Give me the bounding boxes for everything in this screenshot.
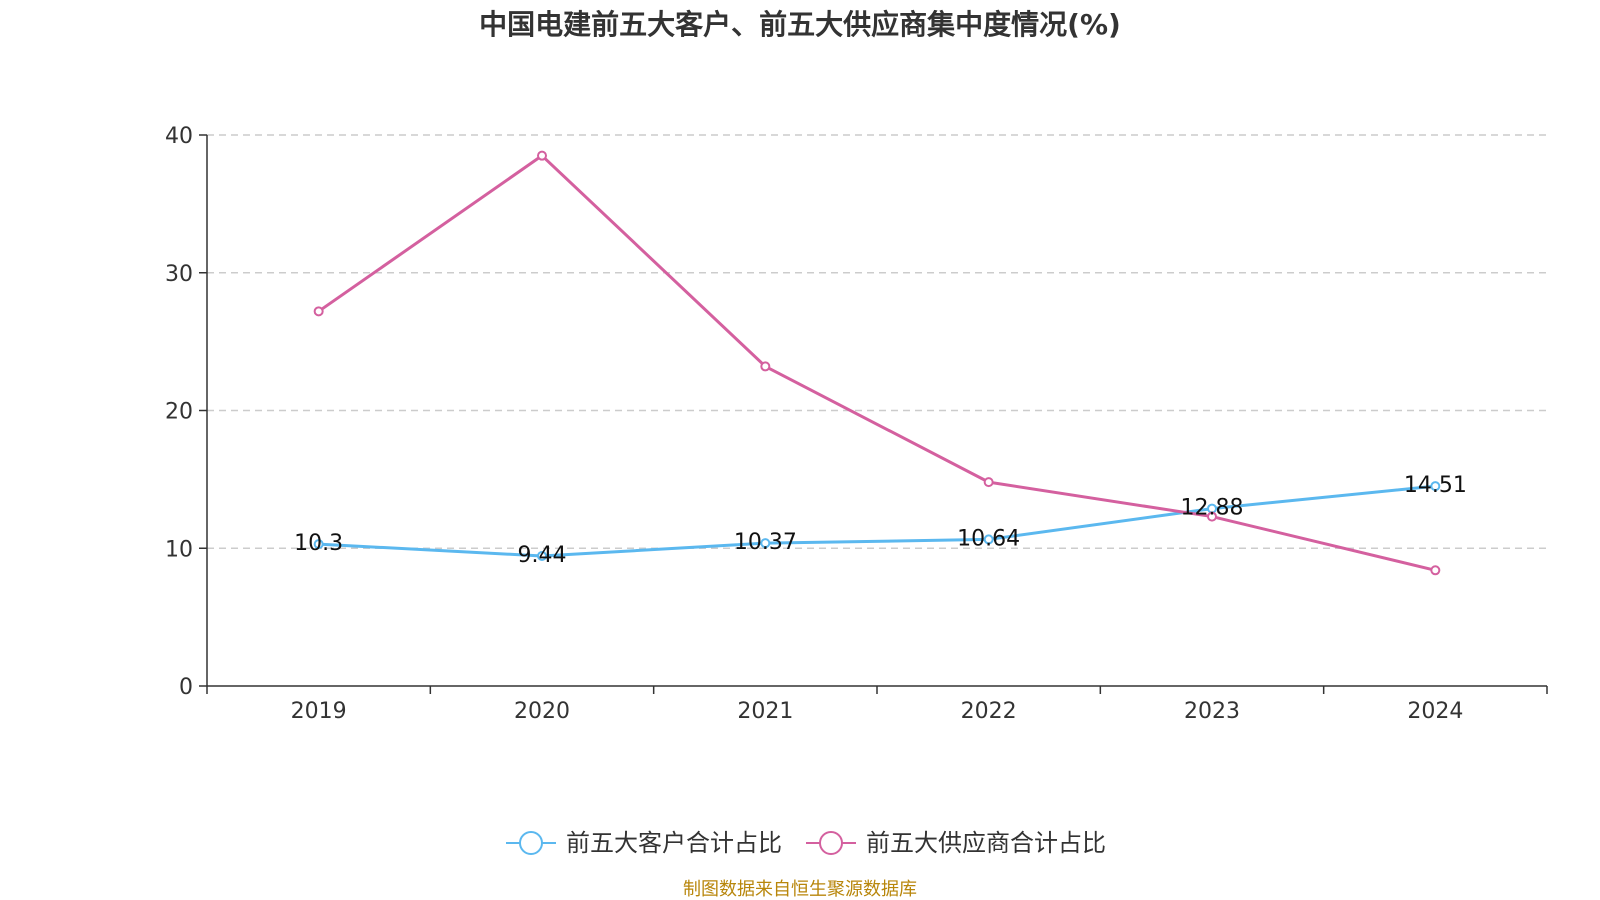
data-label: 10.3	[294, 531, 343, 556]
series-line-1	[317, 154, 1436, 572]
legend-label-suppliers: 前五大供应商合计占比	[866, 829, 1106, 857]
data-point[interactable]	[760, 361, 771, 372]
data-point[interactable]	[313, 306, 324, 317]
data-point[interactable]	[537, 150, 547, 161]
data-label: 10.37	[734, 530, 797, 555]
data-point[interactable]	[537, 550, 547, 561]
data-label: 14.51	[1404, 473, 1467, 498]
x-axis-ticks: 2019 2020 2021 2022 2023 2024	[206, 686, 1548, 724]
y-tick-label: 10	[165, 537, 193, 562]
data-point[interactable]	[760, 538, 771, 549]
x-tick-label: 2020	[514, 699, 570, 724]
series-line-0	[318, 484, 1436, 558]
y-tick-label: 20	[165, 400, 193, 425]
legend-marker-suppliers	[819, 831, 843, 855]
legend[interactable]: 前五大客户合计占比 前五大供应商合计占比	[506, 829, 1106, 857]
y-axis-ticks: 0 10 20 30 40	[165, 124, 207, 700]
axes	[206, 135, 1547, 687]
x-tick-label: 2022	[961, 699, 1017, 724]
legend-item-suppliers[interactable]: 前五大供应商合计占比	[806, 829, 1106, 857]
data-labels: 10.3 9.44 10.37 10.64 12.88 14.51	[294, 473, 1467, 568]
legend-marker-customers	[519, 831, 543, 855]
x-tick-label: 2021	[737, 699, 793, 724]
data-label: 12.88	[1181, 496, 1244, 521]
data-point[interactable]	[983, 477, 994, 488]
grid-lines	[207, 134, 1547, 549]
series-group	[313, 150, 1441, 576]
data-point[interactable]	[983, 534, 994, 545]
data-point[interactable]	[313, 539, 324, 550]
data-point[interactable]	[1207, 511, 1217, 522]
data-label: 9.44	[518, 543, 567, 568]
legend-item-customers[interactable]: 前五大客户合计占比	[506, 829, 782, 857]
y-tick-label: 40	[165, 124, 193, 149]
x-tick-label: 2023	[1184, 699, 1240, 724]
y-tick-label: 0	[179, 675, 193, 700]
data-point[interactable]	[1430, 565, 1441, 576]
x-tick-label: 2024	[1407, 699, 1463, 724]
chart-title: 中国电建前五大客户、前五大供应商集中度情况(%)	[479, 8, 1121, 41]
y-tick-label: 30	[165, 262, 193, 287]
data-label: 10.64	[957, 526, 1020, 551]
x-tick-label: 2019	[291, 699, 347, 724]
source-note: 制图数据来自恒生聚源数据库	[683, 879, 917, 900]
legend-label-customers: 前五大客户合计占比	[566, 829, 782, 857]
data-point[interactable]	[1430, 481, 1441, 492]
